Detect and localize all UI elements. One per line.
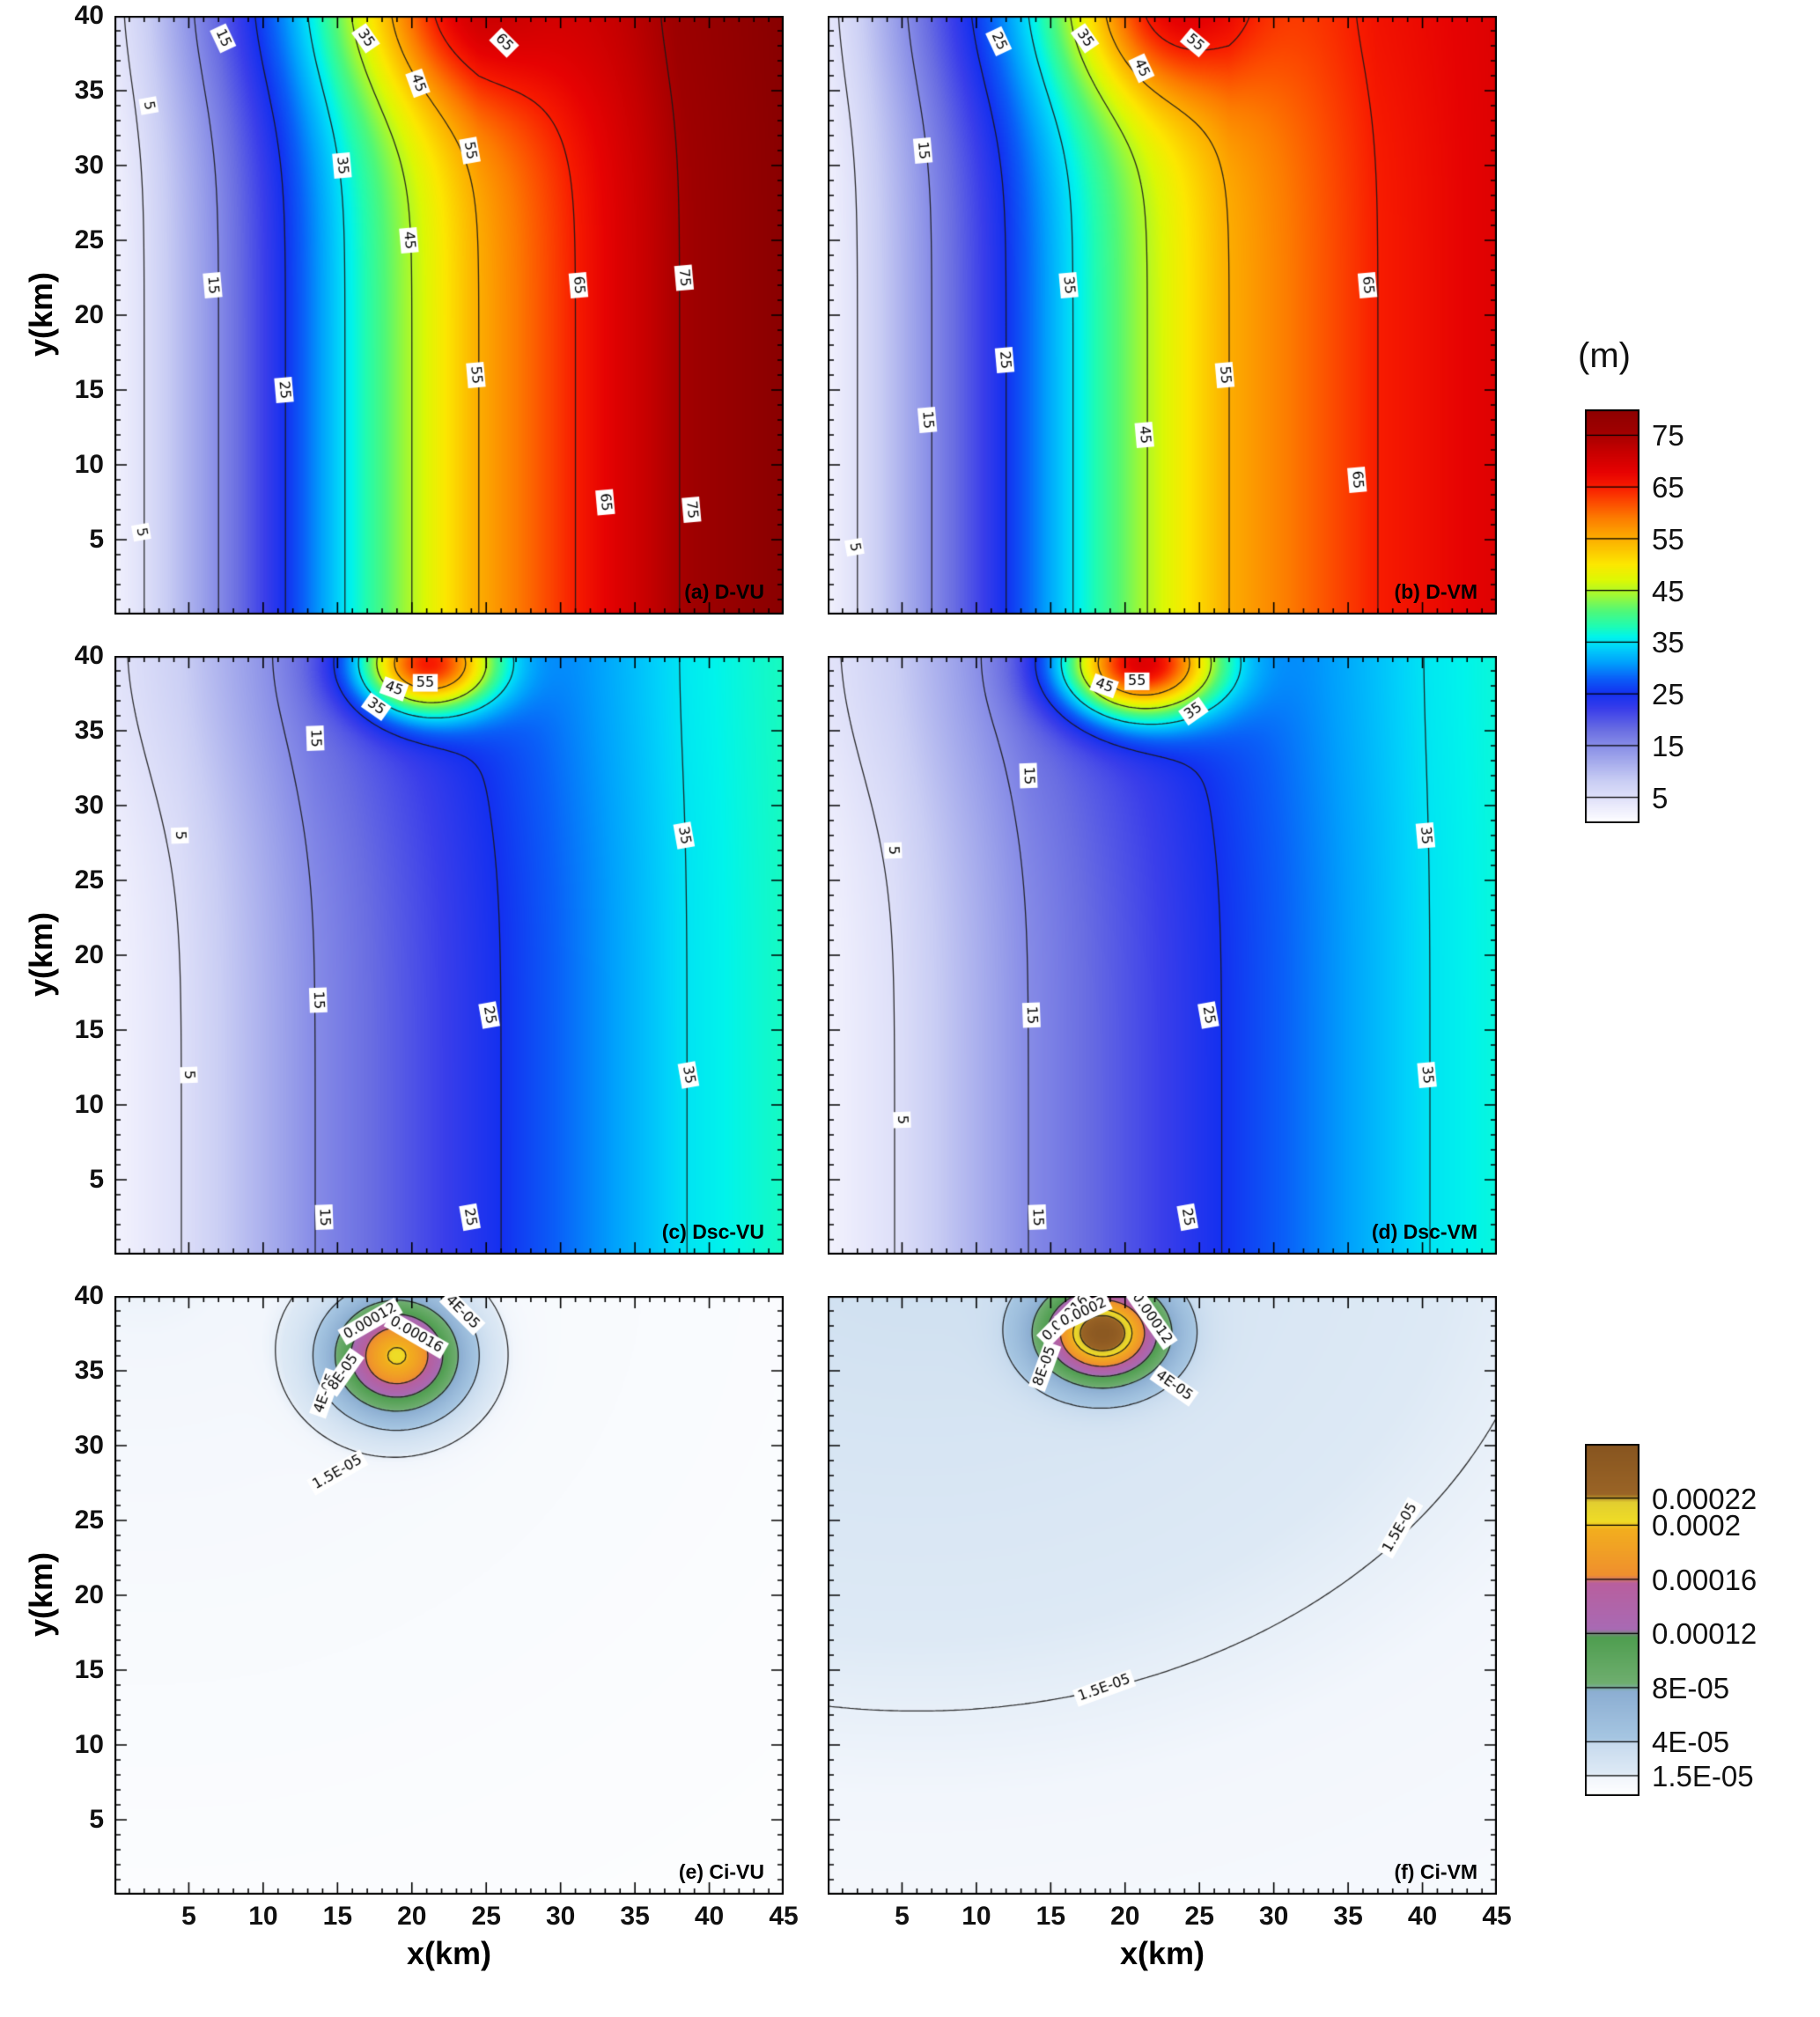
y-tick-label: 30 (74, 151, 104, 180)
y-tick-label: 40 (74, 641, 104, 670)
colorbar-label: 0.00016 (1652, 1563, 1757, 1596)
y-tick-label: 10 (74, 1730, 104, 1759)
colorbar-label: 65 (1652, 471, 1684, 504)
x-tick-label: 30 (545, 1902, 576, 1931)
panel-f: (f) Ci-VM (828, 1296, 1497, 1895)
panel-e: (e) Ci-VU (114, 1296, 784, 1895)
panel-label-a: (a) D-VU (684, 580, 764, 603)
y-tick-label: 20 (74, 300, 104, 329)
x-tick-label: 35 (620, 1902, 650, 1931)
x-axis-title: x(km) (1119, 1935, 1205, 1971)
x-tick-label: 10 (248, 1902, 278, 1931)
contour-plot-d (828, 656, 1497, 1255)
panel-label-b: (b) D-VM (1394, 580, 1477, 603)
y-tick-label: 5 (89, 1165, 104, 1194)
colorbar-label: 0.00012 (1652, 1617, 1757, 1651)
y-tick-label: 20 (74, 1580, 104, 1609)
x-tick-label: 40 (1407, 1902, 1438, 1931)
x-tick-label: 20 (1110, 1902, 1140, 1931)
y-tick-label: 5 (89, 1805, 104, 1834)
y-tick-label: 25 (74, 225, 104, 254)
y-tick-label: 15 (74, 1015, 104, 1044)
x-tick-label: 5 (181, 1902, 196, 1931)
contour-plot-a (114, 16, 784, 615)
panel-label-f: (f) Ci-VM (1394, 1860, 1477, 1883)
colorbar-label: 1.5E-05 (1652, 1759, 1754, 1792)
colorbar-label: 0.0002 (1652, 1509, 1741, 1542)
y-tick-label: 25 (74, 865, 104, 894)
x-axis-title: x(km) (406, 1935, 492, 1971)
panel-label-e: (e) Ci-VU (678, 1860, 764, 1883)
depth-colorbar-gradient (1585, 409, 1639, 823)
colorbar-label: 75 (1652, 419, 1684, 453)
contour-plot-b (828, 16, 1497, 615)
y-tick-label: 15 (74, 375, 104, 404)
panel-label-c: (c) Dsc-VU (661, 1220, 764, 1243)
x-tick-label: 45 (1482, 1902, 1512, 1931)
colorbar-label: 5 (1652, 781, 1669, 814)
y-tick-label: 25 (74, 1505, 104, 1535)
y-tick-label: 35 (74, 1356, 104, 1385)
concentration-colorbar (1585, 1444, 1639, 1800)
y-tick-label: 20 (74, 940, 104, 969)
colorbar-label: 8E-05 (1652, 1671, 1730, 1704)
x-tick-label: 25 (471, 1902, 501, 1931)
x-tick-label: 5 (895, 1902, 910, 1931)
x-tick-label: 35 (1333, 1902, 1363, 1931)
panel-label-d: (d) Dsc-VM (1371, 1220, 1477, 1243)
depth-colorbar-title: (m) (1578, 336, 1631, 375)
colorbar-label: 45 (1652, 574, 1684, 607)
colorbar-label: 35 (1652, 626, 1684, 659)
concentration-colorbar-gradient (1585, 1444, 1639, 1796)
x-tick-label: 10 (962, 1902, 991, 1931)
y-tick-label: 35 (74, 76, 104, 105)
y-tick-label: 10 (74, 1090, 104, 1119)
y-tick-label: 30 (74, 791, 104, 820)
y-tick-label: 40 (74, 1281, 104, 1310)
x-tick-label: 30 (1258, 1902, 1289, 1931)
panel-b: (b) D-VM (828, 16, 1497, 615)
panel-d: (d) Dsc-VM (828, 656, 1497, 1255)
x-tick-label: 15 (322, 1902, 353, 1931)
x-tick-label: 20 (397, 1902, 427, 1931)
y-tick-label: 10 (74, 450, 104, 479)
colorbar-label: 25 (1652, 678, 1684, 711)
y-tick-label: 15 (74, 1655, 104, 1684)
contour-plot-e (114, 1296, 784, 1895)
y-tick-label: 30 (74, 1431, 104, 1460)
colorbar-label: 4E-05 (1652, 1726, 1730, 1759)
x-tick-label: 45 (769, 1902, 799, 1931)
y-tick-label: 5 (89, 525, 104, 554)
colorbar-label: 15 (1652, 729, 1684, 762)
panel-a: (a) D-VU (114, 16, 784, 615)
contour-plot-c (114, 656, 784, 1255)
depth-colorbar (1585, 409, 1639, 828)
contour-plot-f (828, 1296, 1497, 1895)
x-tick-label: 15 (1035, 1902, 1066, 1931)
x-tick-label: 25 (1184, 1902, 1214, 1931)
y-tick-label: 40 (74, 1, 104, 30)
panel-c: (c) Dsc-VU (114, 656, 784, 1255)
x-tick-label: 40 (694, 1902, 725, 1931)
y-tick-label: 35 (74, 716, 104, 745)
colorbar-label: 55 (1652, 522, 1684, 556)
colorbar-label: 0.00022 (1652, 1482, 1757, 1515)
